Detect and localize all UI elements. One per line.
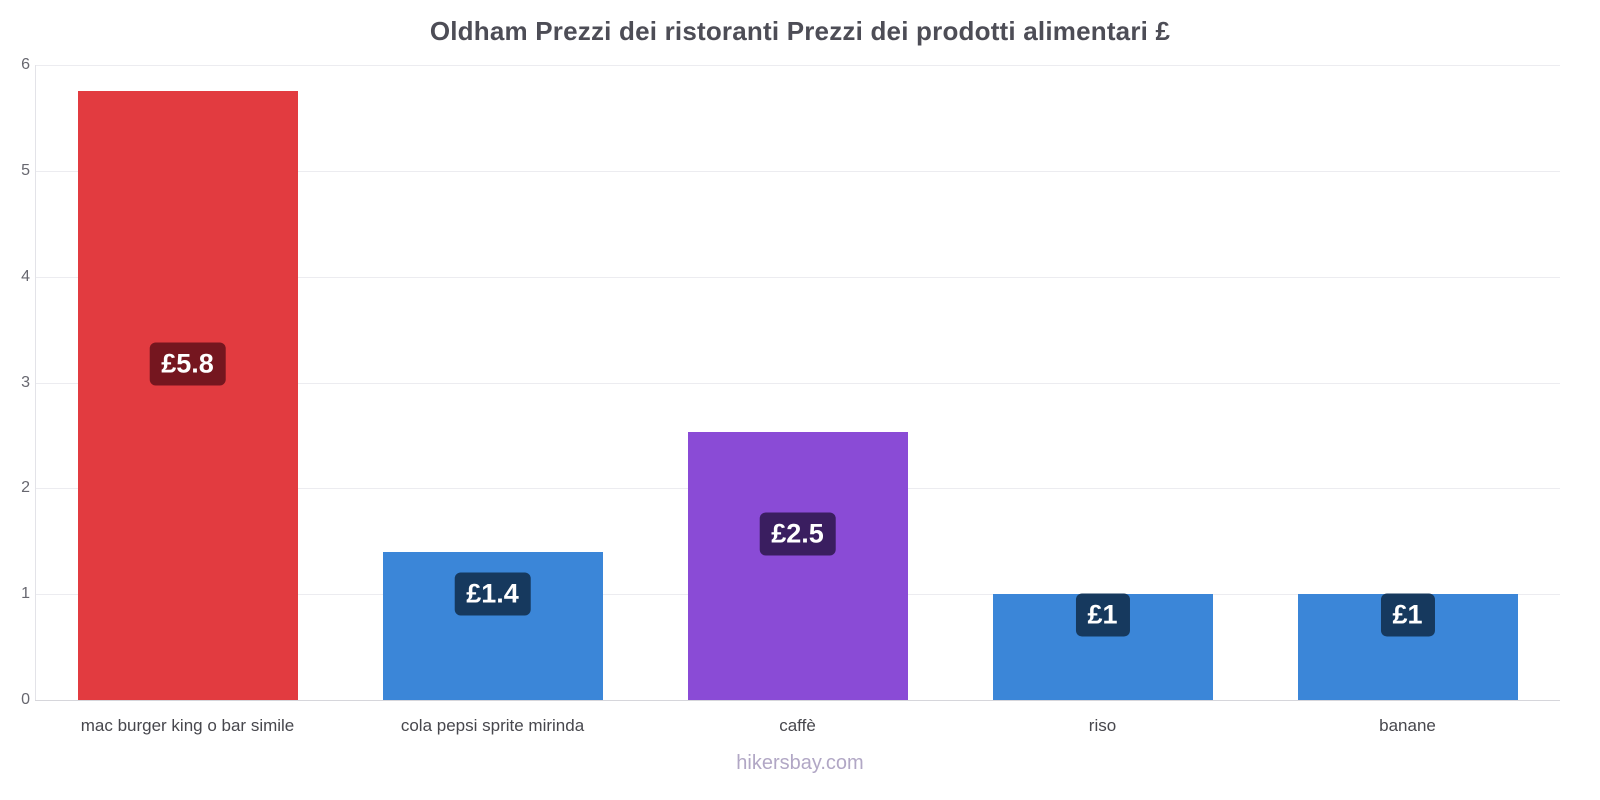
bar-value-label: £1.4: [454, 572, 531, 616]
y-tick-label: 4: [21, 267, 30, 285]
source-link[interactable]: hikersbay.com: [736, 752, 864, 774]
bar-value-label: £1: [1380, 593, 1435, 637]
x-axis-label: caffè: [779, 716, 816, 735]
bar-value-label: £5.8: [149, 342, 226, 386]
x-axis-label: banane: [1379, 716, 1436, 735]
gridline: [35, 276, 1560, 278]
bar: [77, 91, 298, 700]
chart-title: Oldham Prezzi dei ristoranti Prezzi dei …: [429, 16, 1171, 46]
y-tick-label: 2: [21, 479, 30, 497]
gridline: [35, 65, 1560, 66]
x-axis-label: riso: [1088, 716, 1117, 735]
gridline: [35, 382, 1560, 384]
gridline: [35, 170, 1560, 172]
bar: [687, 432, 908, 700]
gridline: [35, 700, 1560, 701]
y-tick-label: 0: [21, 691, 30, 708]
y-tick-label: 1: [21, 585, 30, 603]
y-tick-label: 6: [21, 56, 30, 73]
y-tick-label: 3: [21, 373, 30, 391]
bar-value-label: £2.5: [759, 512, 836, 556]
x-axis-label: cola pepsi sprite mirinda: [400, 716, 585, 735]
x-axis-label: mac burger king o bar simile: [80, 716, 295, 735]
y-tick-label: 5: [21, 161, 30, 179]
bar-value-label: £1: [1075, 593, 1130, 637]
y-axis-line: [35, 65, 36, 700]
